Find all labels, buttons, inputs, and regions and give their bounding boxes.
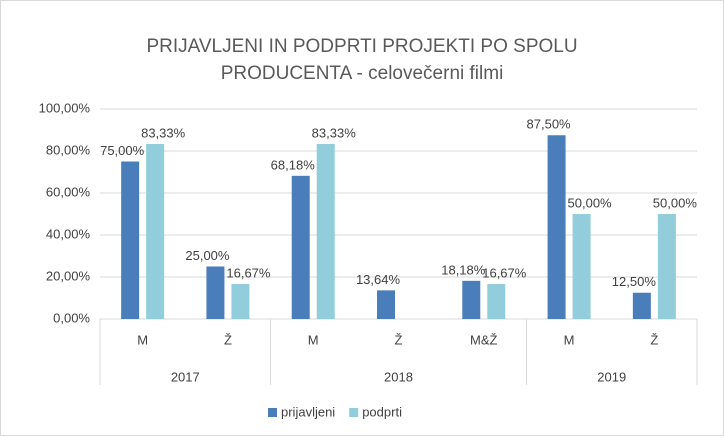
x-tick-label: Ž bbox=[395, 332, 403, 347]
data-label: 13,64% bbox=[356, 272, 401, 287]
data-label: 18,18% bbox=[441, 262, 486, 277]
y-tick-label: 0,00% bbox=[53, 310, 90, 325]
bar bbox=[291, 175, 310, 319]
legend-swatch bbox=[268, 408, 277, 417]
x-tick-label: M&Ž bbox=[470, 332, 498, 347]
bar bbox=[206, 266, 225, 319]
chart-title: PRIJAVLJENI IN PODPRTI PROJEKTI PO SPOLU bbox=[146, 36, 577, 57]
data-label: 12,50% bbox=[612, 274, 657, 289]
y-tick-label: 60,00% bbox=[46, 184, 91, 199]
bar bbox=[657, 214, 676, 319]
data-label: 87,50% bbox=[527, 117, 572, 132]
legend-label: podprti bbox=[362, 404, 402, 419]
bar bbox=[572, 214, 591, 319]
bar bbox=[377, 290, 395, 319]
group-label: 2018 bbox=[384, 369, 413, 384]
bar bbox=[487, 283, 506, 319]
bar bbox=[146, 144, 165, 319]
y-tick-label: 80,00% bbox=[46, 142, 91, 157]
data-label: 83,33% bbox=[312, 125, 357, 140]
legend-swatch bbox=[349, 408, 359, 417]
data-label: 50,00% bbox=[568, 195, 613, 210]
group-label: 2019 bbox=[597, 369, 626, 384]
data-label: 50,00% bbox=[653, 195, 698, 210]
bar bbox=[462, 280, 481, 319]
x-tick-label: M bbox=[308, 332, 319, 347]
bar bbox=[231, 283, 250, 319]
legend-label: prijavljeni bbox=[281, 404, 335, 419]
y-tick-label: 40,00% bbox=[46, 226, 91, 241]
chart-title: PRODUCENTA - celovečerni filmi bbox=[221, 63, 504, 84]
data-label: 83,33% bbox=[141, 125, 186, 140]
x-tick-label: Ž bbox=[224, 332, 232, 347]
bar bbox=[316, 144, 335, 319]
y-tick-label: 100,00% bbox=[39, 100, 91, 115]
bar bbox=[547, 135, 566, 319]
data-label: 25,00% bbox=[185, 248, 230, 263]
data-label: 75,00% bbox=[100, 143, 145, 158]
y-tick-label: 20,00% bbox=[46, 268, 91, 283]
group-label: 2017 bbox=[171, 369, 200, 384]
data-label: 68,18% bbox=[271, 157, 316, 172]
bar bbox=[121, 161, 140, 319]
data-label: 16,67% bbox=[482, 265, 527, 280]
x-tick-label: M bbox=[564, 332, 575, 347]
x-tick-label: Ž bbox=[650, 332, 658, 347]
x-tick-label: M bbox=[137, 332, 148, 347]
data-label: 16,67% bbox=[226, 265, 271, 280]
bar bbox=[632, 292, 651, 319]
